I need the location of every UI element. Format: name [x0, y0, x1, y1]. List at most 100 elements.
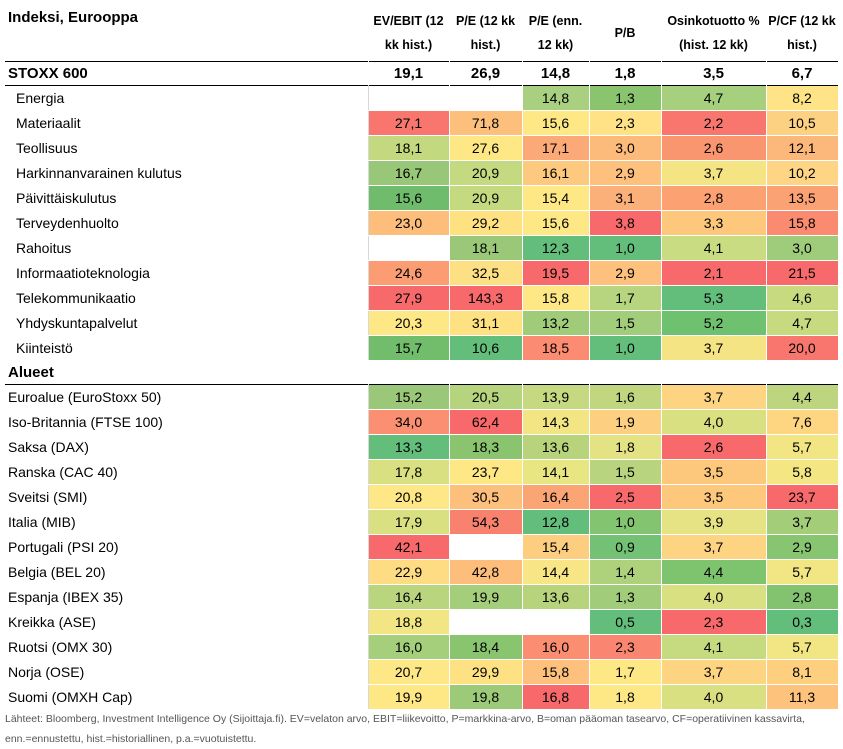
group-value-cell — [449, 361, 522, 385]
value-cell: 1,0 — [589, 235, 662, 261]
row-label: Portugali (PSI 20) — [5, 534, 369, 560]
value-cell: 1,6 — [589, 384, 662, 410]
value-cell: 16,7 — [368, 160, 450, 186]
value-cell: 17,9 — [368, 509, 450, 535]
value-cell: 20,5 — [449, 384, 523, 410]
table-row: Belgia (BEL 20) 22,9 42,8 14,4 1,4 4,4 5,7 — [5, 559, 839, 585]
value-cell: 3,7 — [661, 160, 767, 186]
value-cell: 30,5 — [449, 484, 523, 510]
value-cell: 14,4 — [522, 559, 590, 585]
table-row: Informaatioteknologia 24,6 32,5 19,5 2,9 2,1 2… — [5, 260, 839, 286]
value-cell: 5,7 — [766, 634, 839, 660]
value-cell: 2,8 — [766, 584, 839, 610]
value-cell: 22,9 — [368, 559, 450, 585]
group-value-cell: 3,5 — [703, 65, 724, 82]
value-cell: 5,7 — [766, 434, 839, 460]
value-cell: 2,3 — [589, 110, 662, 136]
value-cell: 1,8 — [589, 684, 662, 710]
row-label: Harkinnanvarainen kulutus — [5, 160, 369, 186]
table-row: Ranska (CAC 40) 17,8 23,7 14,1 1,5 3,5 5,8 — [5, 459, 839, 485]
table-body: STOXX 600 19,1 26,9 14,8 1,8 3,5 6,7 Energia 14,… — [5, 62, 839, 710]
group-value-cell: 14,8 — [540, 65, 571, 82]
value-cell: 2,3 — [589, 634, 662, 660]
row-label: Norja (OSE) — [5, 659, 369, 685]
table-row: Materiaalit 27,1 71,8 15,6 2,3 2,2 10,5 — [5, 110, 839, 136]
value-cell — [522, 609, 590, 635]
header-row: Indeksi, Eurooppa EV/EBIT (12 kk hist.) … — [5, 5, 839, 62]
value-cell: 4,1 — [661, 235, 767, 261]
value-cell: 8,2 — [766, 85, 839, 111]
valuation-table: Indeksi, Eurooppa EV/EBIT (12 kk hist.) … — [5, 5, 839, 710]
value-cell: 2,6 — [661, 135, 767, 161]
value-cell: 17,8 — [368, 459, 450, 485]
value-cell: 71,8 — [449, 110, 523, 136]
value-cell: 2,9 — [589, 160, 662, 186]
value-cell: 15,4 — [522, 185, 590, 211]
table-row: Telekommunikaatio 27,9 143,3 15,8 1,7 5,3 4,6 — [5, 285, 839, 311]
value-cell: 10,5 — [766, 110, 839, 136]
group-value-cell: 6,7 — [791, 65, 813, 82]
table-row: Ruotsi (OMX 30) 16,0 18,4 16,0 2,3 4,1 5,7 — [5, 634, 839, 660]
value-cell: 15,4 — [522, 534, 590, 560]
value-cell: 5,3 — [661, 285, 767, 311]
value-cell: 15,6 — [522, 110, 590, 136]
value-cell: 16,0 — [522, 634, 590, 660]
row-label: Kreikka (ASE) — [5, 609, 369, 635]
value-cell: 29,9 — [449, 659, 523, 685]
table-row: Rahoitus 18,1 12,3 1,0 4,1 3,0 — [5, 235, 839, 261]
value-cell: 12,8 — [522, 509, 590, 535]
value-cell: 3,0 — [589, 135, 662, 161]
value-cell: 2,8 — [661, 185, 767, 211]
row-label: Teollisuus — [5, 135, 369, 161]
value-cell: 12,3 — [522, 235, 590, 261]
value-cell: 14,3 — [522, 409, 590, 435]
table-row: Portugali (PSI 20) 42,1 15,4 0,9 3,7 2,9 — [5, 534, 839, 560]
value-cell: 17,1 — [522, 135, 590, 161]
value-cell: 2,9 — [589, 260, 662, 286]
value-cell: 20,0 — [766, 335, 839, 361]
value-cell: 3,8 — [589, 210, 662, 236]
value-cell: 20,7 — [368, 659, 450, 685]
group-value-cell — [522, 361, 589, 385]
value-cell: 27,6 — [449, 135, 523, 161]
value-cell: 10,2 — [766, 160, 839, 186]
value-cell: 16,0 — [368, 634, 450, 660]
row-label: Sveitsi (SMI) — [5, 484, 369, 510]
value-cell — [449, 609, 523, 635]
group-header-row: STOXX 600 19,1 26,9 14,8 1,8 3,5 6,7 — [5, 62, 838, 86]
value-cell — [449, 85, 523, 111]
row-label: Terveydenhuolto — [5, 210, 369, 236]
value-cell: 1,7 — [589, 659, 662, 685]
value-cell: 19,8 — [449, 684, 523, 710]
value-cell: 4,7 — [766, 310, 839, 336]
value-cell: 18,4 — [449, 634, 523, 660]
value-cell — [368, 85, 450, 111]
value-cell: 4,4 — [766, 384, 839, 410]
value-cell: 54,3 — [449, 509, 523, 535]
value-cell: 13,9 — [522, 384, 590, 410]
value-cell: 16,8 — [522, 684, 590, 710]
row-label: Ruotsi (OMX 30) — [5, 634, 369, 660]
value-cell: 2,5 — [589, 484, 662, 510]
table-row: Norja (OSE) 20,7 29,9 15,8 1,7 3,7 8,1 — [5, 659, 839, 685]
column-header-pe-hist: P/E (12 kk hist.) — [449, 5, 523, 62]
value-cell: 16,1 — [522, 160, 590, 186]
value-cell: 2,9 — [766, 534, 839, 560]
row-label: Italia (MIB) — [5, 509, 369, 535]
value-cell: 15,6 — [522, 210, 590, 236]
value-cell: 1,0 — [589, 509, 662, 535]
value-cell: 34,0 — [368, 409, 450, 435]
group-value-cell — [589, 361, 661, 385]
table-row: Energia 14,8 1,3 4,7 8,2 — [5, 85, 839, 111]
row-label: Ranska (CAC 40) — [5, 459, 369, 485]
group-value-cell: 1,8 — [614, 65, 636, 82]
value-cell: 15,8 — [522, 659, 590, 685]
value-cell: 7,6 — [766, 409, 839, 435]
table-row: Teollisuus 18,1 27,6 17,1 3,0 2,6 12,1 — [5, 135, 839, 161]
table-row: Suomi (OMXH Cap) 19,9 19,8 16,8 1,8 4,0 11,3 — [5, 684, 839, 710]
value-cell: 3,9 — [661, 509, 767, 535]
value-cell: 8,1 — [766, 659, 839, 685]
table-row: Harkinnanvarainen kulutus 16,7 20,9 16,1 2,9… — [5, 160, 839, 186]
group-value-cell — [368, 361, 449, 385]
value-cell — [368, 235, 450, 261]
